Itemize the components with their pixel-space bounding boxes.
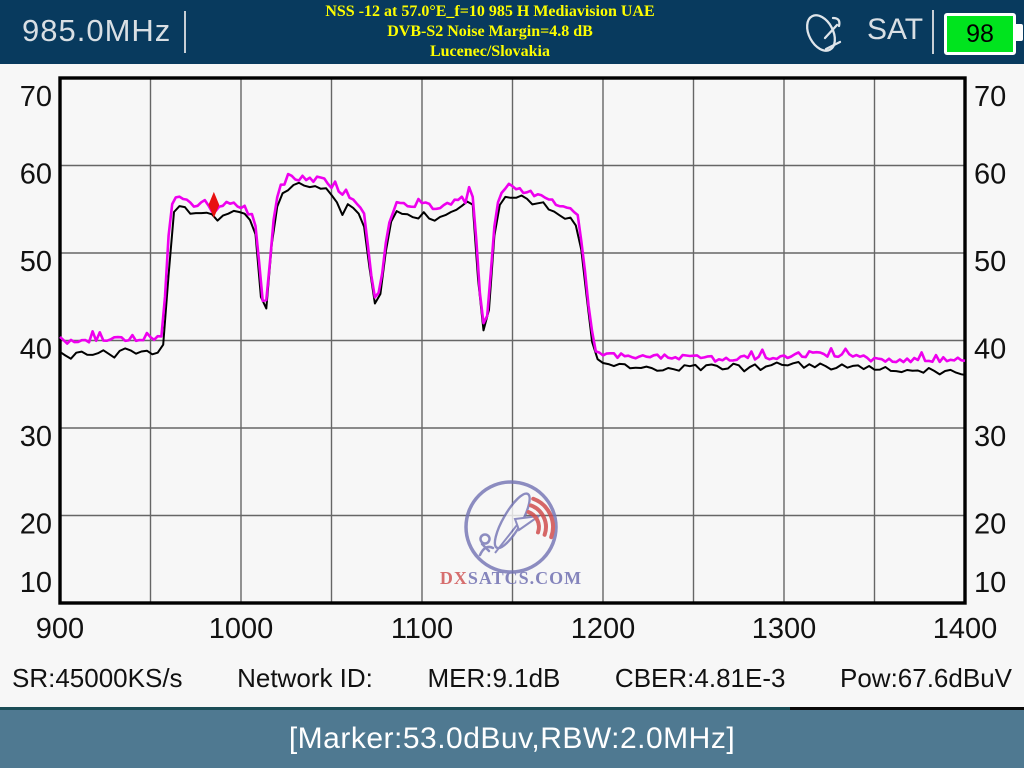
x-tick-label: 900	[36, 613, 84, 645]
marker-readout: [Marker:53.0dBuv,RBW:2.0MHz]	[288, 722, 736, 755]
y-tick-label-right: 20	[974, 509, 1006, 541]
y-tick-label-left: 60	[20, 159, 52, 191]
spectrum-chart: DXSATCS.COM 900 1000 1100 1200 1300 1400 70 70 6…	[20, 76, 1007, 645]
grid-layer	[58, 76, 967, 605]
marker-layer	[208, 191, 220, 218]
watermark-text-dx: DX	[440, 568, 468, 588]
status-network-id: Network ID:	[237, 662, 373, 693]
tuned-frequency: 985.0MHz	[22, 13, 172, 48]
watermark-dish	[493, 492, 540, 554]
transponder-info-line3: Lucenec/Slovakia	[429, 43, 550, 60]
transponder-info-line2: DVB-S2 Noise Margin=4.8 dB	[387, 23, 593, 40]
y-tick-label-left: 70	[20, 81, 52, 113]
y-tick-label-right: 50	[974, 246, 1006, 278]
y-tick-label-right: 40	[974, 334, 1006, 366]
y-tick-label-right: 30	[974, 421, 1006, 453]
x-tick-label: 1300	[752, 613, 817, 645]
x-tick-label: 1400	[933, 613, 998, 645]
satellite-dish-icon	[805, 14, 842, 52]
y-tick-label-left: 50	[20, 246, 52, 278]
battery-indicator: 98	[944, 13, 1016, 55]
status-bar: SR:45000KS/s Network ID: MER:9.1dB CBER:…	[0, 655, 1024, 701]
battery-percent: 98	[966, 19, 994, 48]
watermark-signal-arcs	[526, 496, 555, 540]
battery-nub	[1016, 24, 1023, 41]
plot-border	[58, 76, 967, 605]
footer-bar: [Marker:53.0dBuv,RBW:2.0MHz]	[0, 710, 1024, 768]
watermark-text: DXSATCS.COM	[440, 568, 582, 588]
y-tick-label-right: 70	[974, 81, 1006, 113]
y-tick-label-right: 10	[974, 567, 1006, 599]
transponder-info-line1: NSS -12 at 57.0°E_f=10 985 H Mediavision…	[325, 3, 655, 20]
header-bar: 985.0MHz NSS -12 at 57.0°E_f=10 985 H Me…	[0, 0, 1024, 64]
header-divider	[184, 11, 186, 53]
x-tick-label: 1000	[209, 613, 274, 645]
watermark-logo: DXSATCS.COM	[440, 480, 582, 588]
status-symbol-rate: SR:45000KS/s	[12, 662, 183, 693]
x-tick-label: 1100	[391, 613, 453, 645]
y-tick-label-left: 20	[20, 509, 52, 541]
watermark-circle	[464, 480, 558, 574]
mode-label: SAT	[867, 13, 924, 46]
marker-diamond	[208, 191, 220, 218]
y-tick-label-left: 40	[20, 334, 52, 366]
watermark-person	[478, 533, 495, 557]
spectrum-area: DXSATCS.COM 900 1000 1100 1200 1300 1400 70 70 6…	[0, 64, 1024, 710]
trace-live	[59, 181, 966, 376]
y-tick-label-left: 30	[20, 421, 52, 453]
y-tick-label-right: 60	[974, 159, 1006, 191]
watermark-text-rest: SATCS.COM	[468, 568, 582, 588]
axis-labels-layer: 900 1000 1100 1200 1300 1400 70 70 60 60 50 50 40 40 3…	[20, 81, 1007, 645]
x-tick-label: 1200	[571, 613, 636, 645]
header-divider-2	[932, 10, 934, 54]
y-tick-label-left: 10	[20, 567, 52, 599]
status-mer: MER:9.1dB	[427, 662, 561, 693]
status-cber: CBER:4.81E-3	[614, 662, 786, 693]
transponder-info: NSS -12 at 57.0°E_f=10 985 H Mediavision…	[190, 2, 790, 62]
status-power: Pow:67.6dBuV	[839, 662, 1012, 693]
footer-separator	[0, 707, 1024, 710]
